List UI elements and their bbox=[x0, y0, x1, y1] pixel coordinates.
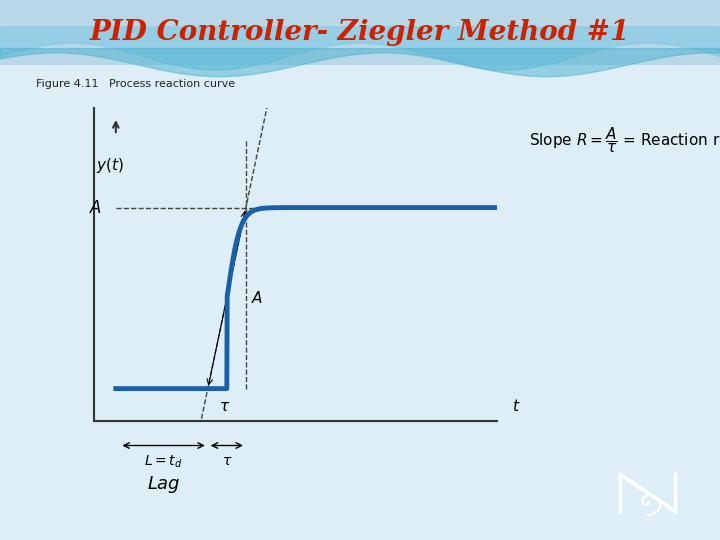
Text: PID Controller- Ziegler Method #1: PID Controller- Ziegler Method #1 bbox=[90, 19, 630, 46]
Text: Figure 4.11   Process reaction curve: Figure 4.11 Process reaction curve bbox=[36, 79, 235, 89]
Text: $A$: $A$ bbox=[251, 290, 263, 306]
Text: $L = t_d$: $L = t_d$ bbox=[145, 454, 183, 470]
Text: Lag: Lag bbox=[148, 475, 180, 493]
Text: $t$: $t$ bbox=[512, 397, 520, 414]
Text: $A$: $A$ bbox=[89, 199, 102, 217]
Text: $y(t)$: $y(t)$ bbox=[96, 156, 123, 175]
Text: $\tau$: $\tau$ bbox=[222, 454, 232, 468]
Text: Slope $R = \dfrac{A}{\tau}$ = Reaction rate: Slope $R = \dfrac{A}{\tau}$ = Reaction r… bbox=[529, 125, 720, 156]
Text: $\tau$: $\tau$ bbox=[220, 400, 230, 415]
FancyBboxPatch shape bbox=[0, 0, 720, 65]
